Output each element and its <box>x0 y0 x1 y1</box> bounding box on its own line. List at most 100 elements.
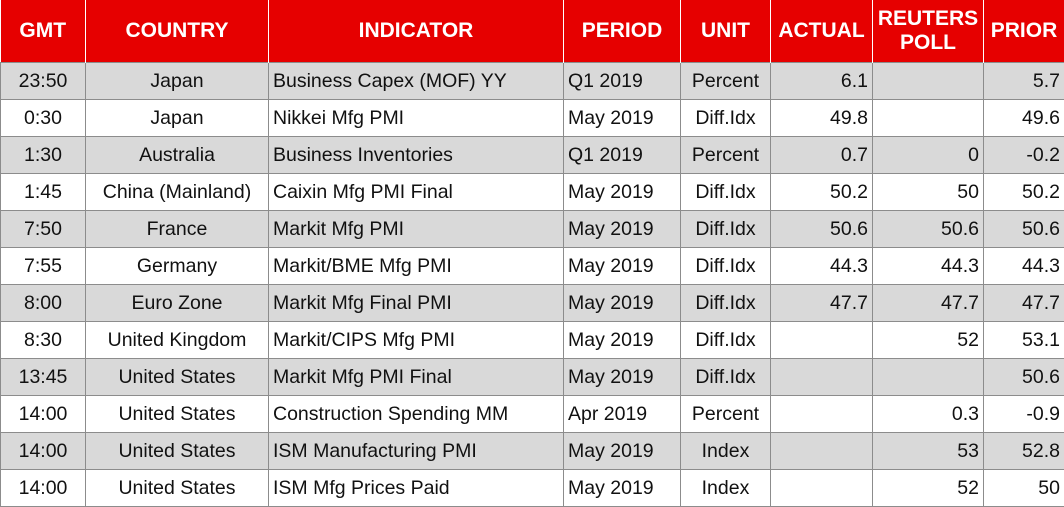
table-cell: Diff.Idx <box>681 248 771 285</box>
table-cell: 44.3 <box>984 248 1064 285</box>
table-cell: May 2019 <box>564 211 681 248</box>
table-cell: ISM Manufacturing PMI <box>269 433 564 470</box>
table-cell: Construction Spending MM <box>269 396 564 433</box>
table-cell: 7:50 <box>1 211 86 248</box>
table-cell: 50.2 <box>984 174 1064 211</box>
table-cell: 8:00 <box>1 285 86 322</box>
table-cell: Percent <box>681 63 771 100</box>
table-cell: 14:00 <box>1 396 86 433</box>
table-cell <box>771 470 873 507</box>
table-cell: 1:45 <box>1 174 86 211</box>
table-cell: Diff.Idx <box>681 359 771 396</box>
table-cell: United Kingdom <box>86 322 269 359</box>
column-header: INDICATOR <box>269 0 564 63</box>
table-cell: May 2019 <box>564 322 681 359</box>
table-cell: May 2019 <box>564 100 681 137</box>
table-cell <box>771 433 873 470</box>
table-cell: -0.2 <box>984 137 1064 174</box>
table-cell: May 2019 <box>564 359 681 396</box>
table-cell: May 2019 <box>564 285 681 322</box>
table-cell: 47.7 <box>771 285 873 322</box>
table-cell: 14:00 <box>1 433 86 470</box>
table-cell: United States <box>86 359 269 396</box>
table-cell: Diff.Idx <box>681 322 771 359</box>
table-cell: 52.8 <box>984 433 1064 470</box>
table-cell: 14:00 <box>1 470 86 507</box>
table-cell: Business Inventories <box>269 137 564 174</box>
table-cell: 5.7 <box>984 63 1064 100</box>
column-header: PRIOR <box>984 0 1064 63</box>
table-cell: Australia <box>86 137 269 174</box>
table-cell: Index <box>681 470 771 507</box>
table-cell: 13:45 <box>1 359 86 396</box>
table-cell: Business Capex (MOF) YY <box>269 63 564 100</box>
table-cell: Japan <box>86 100 269 137</box>
table-cell: 49.8 <box>771 100 873 137</box>
table-cell: United States <box>86 396 269 433</box>
table-cell: Markit/CIPS Mfg PMI <box>269 322 564 359</box>
column-header: ACTUAL <box>771 0 873 63</box>
table-cell: 52 <box>873 470 984 507</box>
table-cell: May 2019 <box>564 248 681 285</box>
table-cell: 50.6 <box>873 211 984 248</box>
table-cell: 50 <box>873 174 984 211</box>
table-cell: 52 <box>873 322 984 359</box>
table-cell: 50.6 <box>984 359 1064 396</box>
table-cell <box>771 322 873 359</box>
table-cell: Percent <box>681 137 771 174</box>
table-cell: France <box>86 211 269 248</box>
table-cell: 6.1 <box>771 63 873 100</box>
table-cell: Q1 2019 <box>564 137 681 174</box>
table-cell: Diff.Idx <box>681 285 771 322</box>
table-cell: 50.6 <box>771 211 873 248</box>
table-cell: Germany <box>86 248 269 285</box>
table-cell: 49.6 <box>984 100 1064 137</box>
column-header: PERIOD <box>564 0 681 63</box>
table-cell: Markit Mfg PMI Final <box>269 359 564 396</box>
table-cell: 0.7 <box>771 137 873 174</box>
table-cell <box>771 359 873 396</box>
table-cell: 8:30 <box>1 322 86 359</box>
table-cell: -0.9 <box>984 396 1064 433</box>
table-cell: 0 <box>873 137 984 174</box>
table-cell: 1:30 <box>1 137 86 174</box>
table-cell: Index <box>681 433 771 470</box>
table-cell: 23:50 <box>1 63 86 100</box>
table-cell: 7:55 <box>1 248 86 285</box>
table-cell: Diff.Idx <box>681 211 771 248</box>
table-cell: Diff.Idx <box>681 174 771 211</box>
table-cell: United States <box>86 470 269 507</box>
table-cell: Percent <box>681 396 771 433</box>
table-cell: May 2019 <box>564 470 681 507</box>
table-cell: Apr 2019 <box>564 396 681 433</box>
table-cell: United States <box>86 433 269 470</box>
table-cell: 0.3 <box>873 396 984 433</box>
column-header: GMT <box>1 0 86 63</box>
table-cell: 47.7 <box>984 285 1064 322</box>
table-cell: Nikkei Mfg PMI <box>269 100 564 137</box>
table-cell: Markit Mfg Final PMI <box>269 285 564 322</box>
column-header: UNIT <box>681 0 771 63</box>
table-cell: Markit Mfg PMI <box>269 211 564 248</box>
table-cell <box>873 100 984 137</box>
table-cell: Japan <box>86 63 269 100</box>
column-header: COUNTRY <box>86 0 269 63</box>
column-header: REUTERS POLL <box>873 0 984 63</box>
table-cell: 53.1 <box>984 322 1064 359</box>
table-cell: 0:30 <box>1 100 86 137</box>
